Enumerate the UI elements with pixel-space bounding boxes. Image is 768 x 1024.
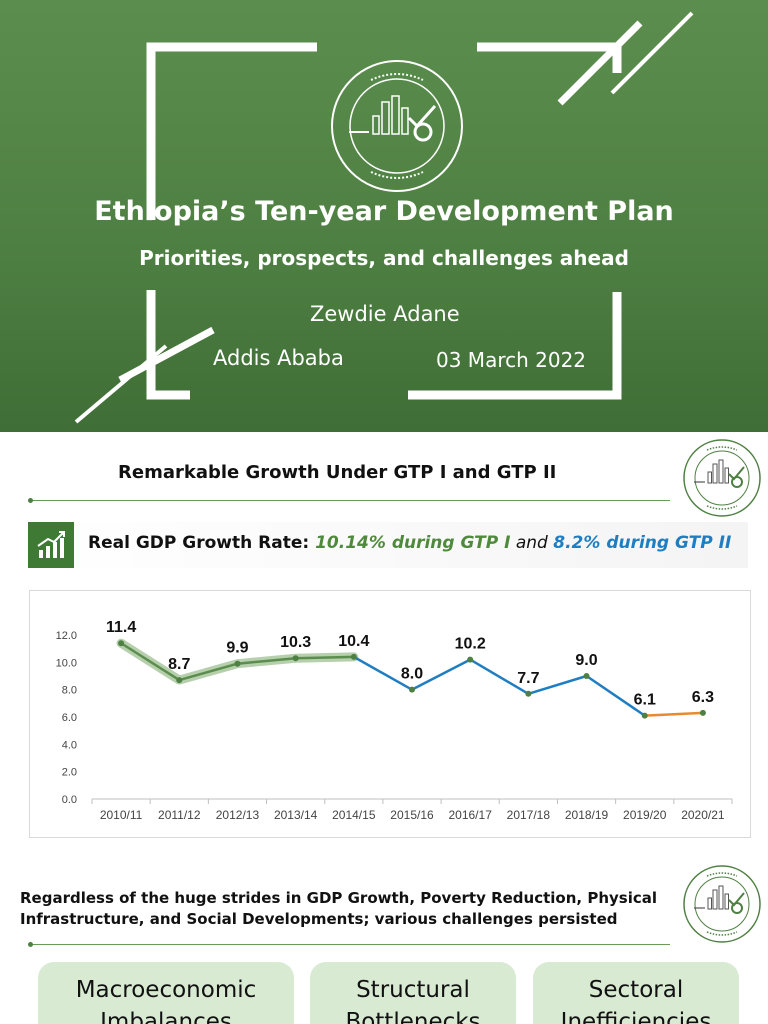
gtp2-series-line <box>353 655 646 717</box>
x-tick-label: 2019/20 <box>623 808 667 822</box>
data-label: 7.7 <box>517 670 539 687</box>
data-point <box>118 640 125 647</box>
challenge-box-sectoral: Sectoral Inefficiencies <box>533 962 739 1024</box>
x-tick-label: 2020/21 <box>681 808 725 822</box>
x-tick-label: 2015/16 <box>390 808 434 822</box>
data-point <box>176 677 183 684</box>
planning-commission-logo <box>331 60 463 192</box>
decorative-frame <box>74 11 694 424</box>
data-point <box>641 712 648 719</box>
data-point <box>292 655 299 662</box>
x-tick-label: 2016/17 <box>448 808 492 822</box>
bar-chart-icon <box>28 522 74 568</box>
tail-series-line <box>644 711 703 717</box>
data-label: 9.9 <box>226 640 248 657</box>
growth-slide: Remarkable Growth Under GTP I and GTP II… <box>0 432 768 858</box>
challenge-line2: Bottlenecks <box>345 1009 481 1024</box>
presentation-title: Ethiopia’s Ten-year Development Plan <box>94 196 674 227</box>
data-label: 6.1 <box>634 692 656 709</box>
data-point <box>525 690 532 697</box>
banner-prefix: Real GDP Growth Rate: <box>88 533 316 553</box>
title-slide: Ethiopia’s Ten-year Development Plan Pri… <box>0 0 768 432</box>
data-label: 10.2 <box>455 636 486 653</box>
presentation-subtitle: Priorities, prospects, and challenges ah… <box>139 246 629 270</box>
data-label: 10.4 <box>338 633 369 650</box>
statement-divider <box>30 944 670 945</box>
x-tick-label: 2014/15 <box>332 808 376 822</box>
challenge-line1: Macroeconomic <box>75 977 257 1003</box>
x-tick-label: 2017/18 <box>507 808 551 822</box>
x-tick-label: 2010/11 <box>100 808 143 822</box>
location: Addis Ababa <box>213 346 344 370</box>
divider-dot <box>28 498 33 503</box>
gdp-growth-chart: 0.0 2.0 4.0 6.0 8.0 10.0 12.0 2010/11 2011/12 201… <box>29 590 751 838</box>
planning-commission-logo <box>683 865 761 943</box>
gdp-growth-banner: Real GDP Growth Rate: 10.14% during GTP … <box>28 522 748 568</box>
data-label: 8.7 <box>168 656 190 673</box>
y-tick-label: 6.0 <box>62 712 77 724</box>
challenge-box-macroeconomic: Macroeconomic Imbalances <box>38 962 294 1024</box>
challenge-line2: Imbalances <box>100 1009 232 1024</box>
slide-title: Remarkable Growth Under GTP I and GTP II <box>118 462 557 483</box>
chart-canvas: 0.0 2.0 4.0 6.0 8.0 10.0 12.0 2010/11 2011/12 201… <box>56 619 733 822</box>
banner-and: and <box>510 533 554 553</box>
y-tick-label: 2.0 <box>62 767 77 779</box>
data-label: 10.3 <box>280 634 311 651</box>
data-point <box>467 656 474 663</box>
y-tick-label: 0.0 <box>62 794 77 806</box>
data-label: 6.3 <box>692 689 714 706</box>
data-label: 11.4 <box>106 619 136 636</box>
presentation-date: 03 March 2022 <box>436 348 587 372</box>
x-tick-label: 2012/13 <box>216 808 260 822</box>
gtp2-rate: 8.2% during GTP II <box>553 533 732 553</box>
data-point <box>699 709 706 716</box>
x-tick-label: 2011/12 <box>158 808 201 822</box>
y-tick-label: 8.0 <box>62 685 77 697</box>
challenges-statement: Regardless of the huge strides in GDP Gr… <box>20 889 658 928</box>
challenges-slide: Regardless of the huge strides in GDP Gr… <box>0 858 768 1024</box>
y-tick-label: 10.0 <box>56 657 77 669</box>
x-tick-label: 2018/19 <box>565 808 609 822</box>
author-name: Zewdie Adane <box>310 302 460 326</box>
data-point <box>234 660 241 667</box>
y-tick-label: 4.0 <box>62 739 77 751</box>
challenge-box-structural: Structural Bottlenecks <box>310 962 516 1024</box>
y-tick-label: 12.0 <box>56 630 77 642</box>
data-label: 9.0 <box>575 652 597 669</box>
challenge-line2: Inefficiencies <box>560 1009 712 1024</box>
data-point <box>583 673 590 679</box>
data-point <box>409 686 415 693</box>
challenge-line1: Sectoral <box>588 977 684 1003</box>
planning-commission-logo <box>683 439 761 517</box>
data-label: 8.0 <box>401 666 423 683</box>
gdp-growth-text: Real GDP Growth Rate: 10.14% during GTP … <box>88 533 731 553</box>
gtp1-rate: 10.14% during GTP I <box>315 533 511 553</box>
divider-dot <box>28 942 33 947</box>
challenge-line1: Structural <box>356 977 470 1003</box>
title-divider <box>30 500 670 501</box>
data-point <box>350 653 357 660</box>
x-tick-label: 2013/14 <box>274 808 318 822</box>
